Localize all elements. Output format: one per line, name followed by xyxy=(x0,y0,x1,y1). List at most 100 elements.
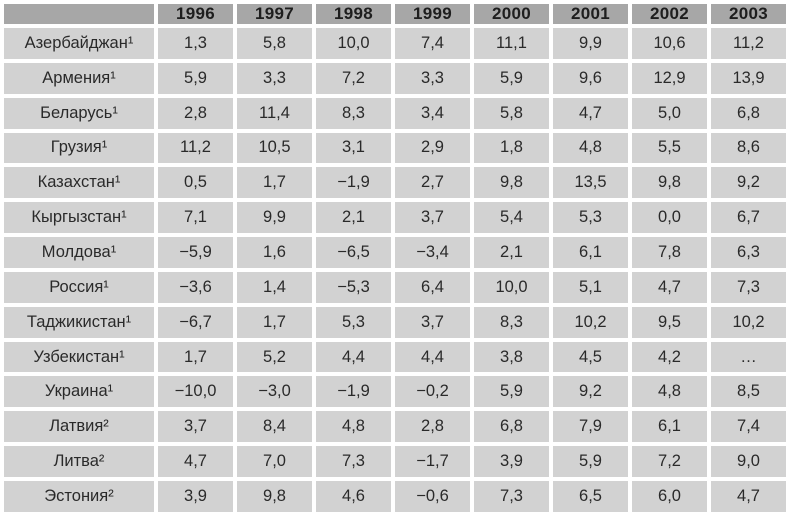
value-cell: −1,9 xyxy=(316,167,391,199)
value-cell: −3,4 xyxy=(395,237,470,268)
value-cell: 4,2 xyxy=(632,341,707,373)
country-cell: Молдова¹ xyxy=(4,237,154,268)
table-row: Литва² 4,7 7,0 7,3 −1,7 3,9 5,9 7,2 9,0 xyxy=(4,446,786,477)
value-cell: 4,7 xyxy=(553,97,628,129)
value-cell: 6,5 xyxy=(553,480,628,512)
country-cell: Армения¹ xyxy=(4,62,154,94)
country-cell: Беларусь¹ xyxy=(4,97,154,129)
value-cell: −3,0 xyxy=(237,376,312,408)
value-cell: 7,3 xyxy=(711,271,786,303)
value-cell: 11,2 xyxy=(158,132,233,164)
value-cell: 5,9 xyxy=(158,62,233,94)
country-cell: Эстония² xyxy=(4,480,154,512)
year-header: 2000 xyxy=(474,4,549,24)
value-cell: 6,0 xyxy=(632,480,707,512)
value-cell: 0,5 xyxy=(158,167,233,199)
year-header: 1996 xyxy=(158,4,233,24)
value-cell: 8,3 xyxy=(316,97,391,129)
value-cell: 11,2 xyxy=(711,28,786,59)
value-cell: 6,7 xyxy=(711,202,786,234)
year-header: 2003 xyxy=(711,4,786,24)
value-cell: … xyxy=(711,341,786,373)
country-cell: Латвия² xyxy=(4,411,154,443)
value-cell: 9,8 xyxy=(237,480,312,512)
value-cell: 7,2 xyxy=(632,446,707,477)
table-row: Таджикистан¹ −6,7 1,7 5,3 3,7 8,3 10,2 9,5 10,2 xyxy=(4,306,786,338)
value-cell: 9,5 xyxy=(632,306,707,338)
value-cell: 1,3 xyxy=(158,28,233,59)
value-cell: 4,7 xyxy=(711,480,786,512)
value-cell: 2,8 xyxy=(395,411,470,443)
value-cell: 5,8 xyxy=(474,97,549,129)
year-header: 2001 xyxy=(553,4,628,24)
table-row: Беларусь¹ 2,8 11,4 8,3 3,4 5,8 4,7 5,0 6,8 xyxy=(4,97,786,129)
value-cell: 4,8 xyxy=(316,411,391,443)
table-row: Латвия² 3,7 8,4 4,8 2,8 6,8 7,9 6,1 7,4 xyxy=(4,411,786,443)
table-row: Казахстан¹ 0,5 1,7 −1,9 2,7 9,8 13,5 9,8 9,2 xyxy=(4,167,786,199)
value-cell: 4,7 xyxy=(158,446,233,477)
year-header: 2002 xyxy=(632,4,707,24)
value-cell: 1,6 xyxy=(237,237,312,268)
value-cell: 9,8 xyxy=(632,167,707,199)
value-cell: 9,9 xyxy=(553,28,628,59)
value-cell: 1,7 xyxy=(237,167,312,199)
value-cell: 2,8 xyxy=(158,97,233,129)
value-cell: 9,2 xyxy=(711,167,786,199)
value-cell: 9,9 xyxy=(237,202,312,234)
value-cell: 10,0 xyxy=(316,28,391,59)
value-cell: 4,8 xyxy=(632,376,707,408)
value-cell: 7,1 xyxy=(158,202,233,234)
value-cell: −0,6 xyxy=(395,480,470,512)
value-cell: 7,2 xyxy=(316,62,391,94)
value-cell: 12,9 xyxy=(632,62,707,94)
value-cell: 9,8 xyxy=(474,167,549,199)
value-cell: 5,3 xyxy=(553,202,628,234)
value-cell: 1,7 xyxy=(158,341,233,373)
value-cell: 3,8 xyxy=(474,341,549,373)
value-cell: 4,4 xyxy=(395,341,470,373)
table-header-row: 1996 1997 1998 1999 2000 2001 2002 2003 xyxy=(4,4,786,24)
value-cell: 11,1 xyxy=(474,28,549,59)
value-cell: 4,8 xyxy=(553,132,628,164)
country-cell: Грузия¹ xyxy=(4,132,154,164)
value-cell: 9,6 xyxy=(553,62,628,94)
value-cell: 7,3 xyxy=(316,446,391,477)
year-header: 1998 xyxy=(316,4,391,24)
value-cell: 3,3 xyxy=(395,62,470,94)
value-cell: 5,0 xyxy=(632,97,707,129)
value-cell: 5,9 xyxy=(474,62,549,94)
value-cell: −5,9 xyxy=(158,237,233,268)
value-cell: 2,1 xyxy=(316,202,391,234)
value-cell: 9,2 xyxy=(553,376,628,408)
value-cell: −3,6 xyxy=(158,271,233,303)
value-cell: 7,9 xyxy=(553,411,628,443)
value-cell: −6,7 xyxy=(158,306,233,338)
value-cell: 2,9 xyxy=(395,132,470,164)
value-cell: 3,9 xyxy=(474,446,549,477)
year-header: 1999 xyxy=(395,4,470,24)
table-row: Азербайджан¹ 1,3 5,8 10,0 7,4 11,1 9,9 10,6 11,2 xyxy=(4,28,786,59)
value-cell: 5,8 xyxy=(237,28,312,59)
table-row: Узбекистан¹ 1,7 5,2 4,4 4,4 3,8 4,5 4,2… xyxy=(4,341,786,373)
country-cell: Азербайджан¹ xyxy=(4,28,154,59)
value-cell: 8,4 xyxy=(237,411,312,443)
value-cell: −1,7 xyxy=(395,446,470,477)
value-cell: 6,8 xyxy=(474,411,549,443)
value-cell: −5,3 xyxy=(316,271,391,303)
value-cell: 3,4 xyxy=(395,97,470,129)
value-cell: 10,6 xyxy=(632,28,707,59)
value-cell: 1,7 xyxy=(237,306,312,338)
country-cell: Узбекистан¹ xyxy=(4,341,154,373)
value-cell: 3,9 xyxy=(158,480,233,512)
table-row: Украина¹ −10,0 −3,0 −1,9 −0,2 5,9 9,2 4,8 8,5 xyxy=(4,376,786,408)
value-cell: 3,7 xyxy=(395,306,470,338)
value-cell: 4,5 xyxy=(553,341,628,373)
value-cell: 10,0 xyxy=(474,271,549,303)
value-cell: 10,5 xyxy=(237,132,312,164)
value-cell: 4,7 xyxy=(632,271,707,303)
value-cell: 7,0 xyxy=(237,446,312,477)
value-cell: 5,3 xyxy=(316,306,391,338)
value-cell: 6,3 xyxy=(711,237,786,268)
country-cell: Кыргызстан¹ xyxy=(4,202,154,234)
